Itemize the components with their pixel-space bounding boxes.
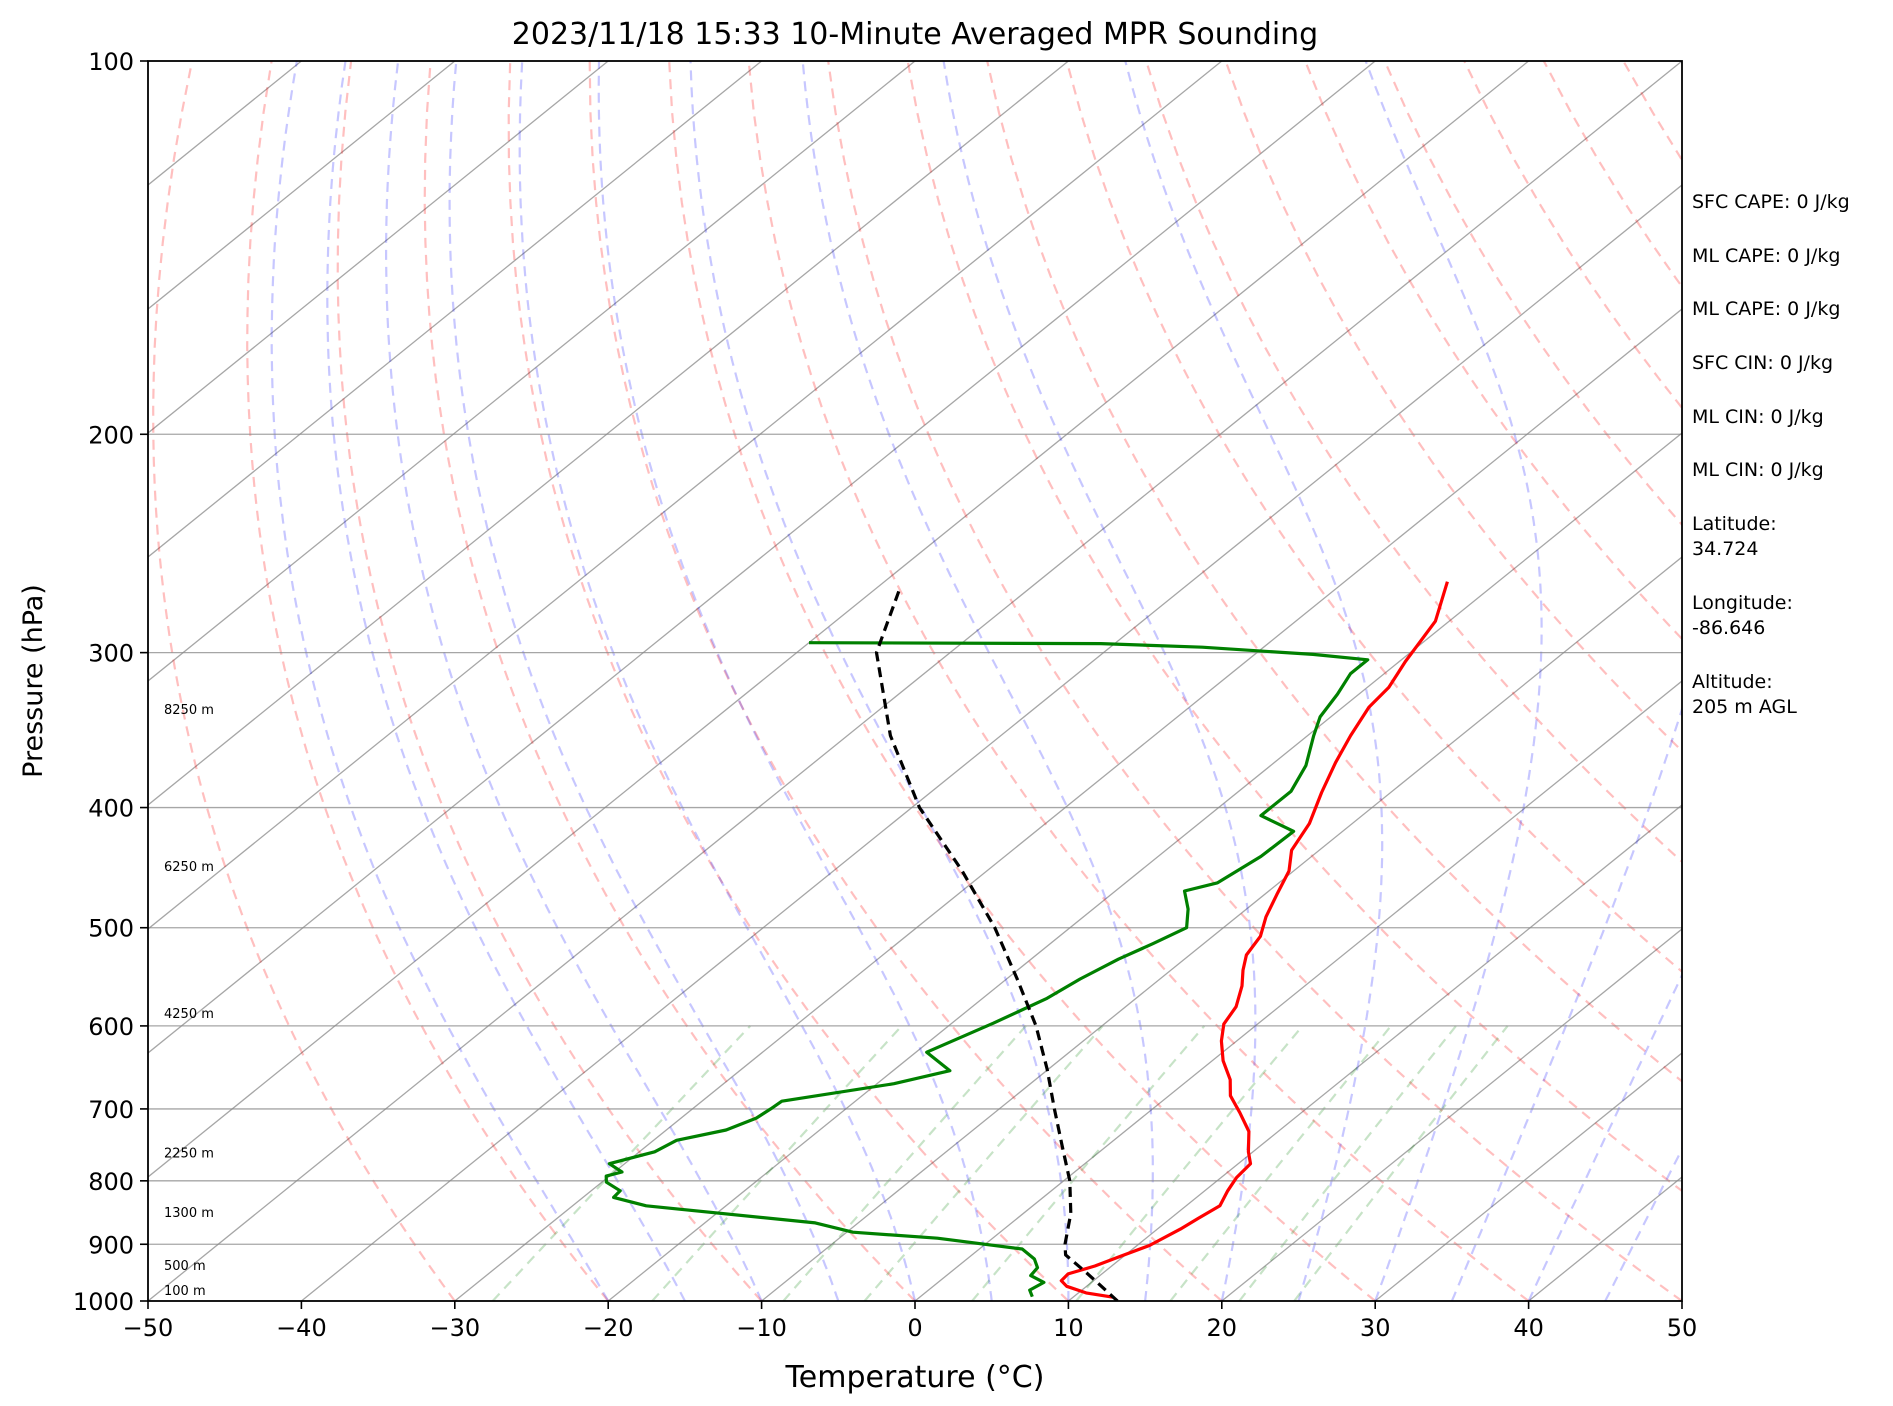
dry-adiabat xyxy=(1145,61,1682,864)
y-tick-label: 700 xyxy=(88,1096,134,1124)
mixing-ratio-line xyxy=(1238,1025,1457,1301)
mixing-ratio-line xyxy=(491,1025,752,1301)
mixing-ratio-line xyxy=(1293,1025,1509,1301)
x-tick-label: 40 xyxy=(1513,1314,1544,1342)
x-axis-label: Temperature (°C) xyxy=(785,1360,1045,1395)
x-tick-label: −30 xyxy=(429,1314,480,1342)
height-label: 100 m xyxy=(164,1284,206,1299)
isotherm-line xyxy=(148,61,456,310)
isotherm-line xyxy=(148,61,1069,806)
y-tick-label: 500 xyxy=(88,915,134,943)
moist-adiabat xyxy=(801,61,1154,1301)
moist-adiabat xyxy=(385,61,763,1301)
x-axis-ticks: −50 −40 −30 −20 −10 0 10 20 30 40 50 xyxy=(123,1301,1698,1342)
isotherm-line xyxy=(761,556,1682,1301)
isotherm-line xyxy=(607,432,1682,1301)
stat-ml-cin-2: ML CIN: 0 J/kg xyxy=(1692,459,1824,481)
isotherm-line xyxy=(1835,61,1893,1301)
isotherm-line xyxy=(148,61,1682,1301)
dry-adiabat xyxy=(423,61,916,1301)
y-tick-label: 400 xyxy=(88,795,134,823)
height-label: 500 m xyxy=(164,1259,206,1274)
isotherm-line xyxy=(148,61,916,682)
dry-adiabat xyxy=(152,61,456,1301)
dewpoint-profile-line xyxy=(604,641,1370,1298)
temperature-profile-line xyxy=(1059,581,1449,1299)
isotherm-line xyxy=(148,61,1530,1178)
dry-adiabat xyxy=(827,61,1682,1301)
moist-adiabat xyxy=(689,61,1070,1301)
background-lines xyxy=(148,61,1893,1301)
isotherm-line xyxy=(1374,1052,1682,1301)
moist-adiabat xyxy=(448,61,840,1301)
x-tick-label: 50 xyxy=(1667,1314,1698,1342)
dry-adiabat xyxy=(1224,61,1682,753)
x-tick-label: 20 xyxy=(1207,1314,1238,1342)
moist-adiabat xyxy=(597,61,993,1301)
y-tick-label: 300 xyxy=(88,640,134,668)
dry-adiabat xyxy=(246,61,610,1301)
y-tick-label: 100 xyxy=(88,48,134,76)
y-tick-label: 600 xyxy=(88,1013,134,1041)
height-label: 2250 m xyxy=(164,1147,214,1162)
y-axis-ticks: 1000 900 800 700 600 500 400 300 200 100 xyxy=(73,48,148,1316)
y-tick-label: 1000 xyxy=(73,1288,134,1316)
chart-title: 2023/11/18 15:33 10-Minute Averaged MPR … xyxy=(512,17,1318,52)
moist-adiabat xyxy=(270,61,610,1301)
parcel-profile-line xyxy=(874,585,1119,1301)
y-tick-label: 900 xyxy=(88,1231,134,1259)
mixing-ratio-line xyxy=(971,1025,1206,1301)
dry-adiabat xyxy=(986,61,1682,1083)
moist-adiabat xyxy=(1450,61,1682,1301)
height-label: 4250 m xyxy=(164,1007,214,1022)
x-tick-label: −10 xyxy=(736,1314,787,1342)
sounding-profiles xyxy=(604,581,1449,1301)
x-tick-label: 30 xyxy=(1360,1314,1391,1342)
isotherm-line xyxy=(148,61,1223,930)
isotherm-line xyxy=(1067,804,1682,1301)
moist-adiabat xyxy=(942,61,1257,1301)
x-tick-label: −40 xyxy=(276,1314,327,1342)
mixing-ratio-line xyxy=(651,1025,903,1301)
y-tick-label: 200 xyxy=(88,421,134,449)
dry-adiabat xyxy=(668,61,1376,1301)
pressure-gridlines xyxy=(148,61,1682,1301)
stat-sfc-cape: SFC CAPE: 0 J/kg xyxy=(1692,191,1850,213)
isotherm-line xyxy=(1221,928,1682,1301)
x-tick-label: −20 xyxy=(583,1314,634,1342)
dry-adiabat xyxy=(507,61,1070,1301)
isotherm-line xyxy=(914,680,1682,1301)
stat-ml-cin: ML CIN: 0 J/kg xyxy=(1692,406,1824,428)
y-axis-label: Pressure (hPa) xyxy=(18,584,49,778)
height-label: 6250 m xyxy=(164,860,214,875)
height-label: 1300 m xyxy=(164,1206,214,1221)
moist-adiabat xyxy=(1124,61,1384,1301)
stat-altitude: Altitude: 205 m AGL xyxy=(1692,671,1797,718)
stat-ml-cape-2: ML CAPE: 0 J/kg xyxy=(1692,298,1841,320)
dry-adiabat xyxy=(588,61,1223,1301)
moist-adiabat xyxy=(518,61,917,1301)
stat-ml-cape: ML CAPE: 0 J/kg xyxy=(1692,245,1841,267)
isotherm-line xyxy=(454,308,1682,1301)
dry-adiabat xyxy=(336,61,763,1301)
height-labels: 100 m 500 m 1300 m 2250 m 4250 m 6250 m 8250 m xyxy=(164,703,214,1299)
isotherm-line xyxy=(148,61,609,434)
moist-adiabat xyxy=(326,61,686,1301)
x-tick-label: 0 xyxy=(907,1314,922,1342)
x-tick-label: −50 xyxy=(123,1314,174,1342)
moist-adiabat xyxy=(1364,61,1543,1301)
x-tick-label: 10 xyxy=(1053,1314,1084,1342)
stat-longitude: Longitude: -86.646 xyxy=(1692,592,1793,639)
isotherm-line xyxy=(148,61,763,558)
dry-adiabat xyxy=(906,61,1682,1193)
stat-sfc-cin: SFC CIN: 0 J/kg xyxy=(1692,352,1834,374)
isotherm-line xyxy=(300,184,1682,1301)
stat-latitude: Latitude: 34.724 xyxy=(1692,513,1777,560)
y-tick-label: 800 xyxy=(88,1168,134,1196)
dry-adiabat xyxy=(747,61,1530,1301)
isotherm-line xyxy=(148,61,1376,1054)
height-label: 8250 m xyxy=(164,703,214,718)
dry-adiabat xyxy=(1862,61,1893,1301)
